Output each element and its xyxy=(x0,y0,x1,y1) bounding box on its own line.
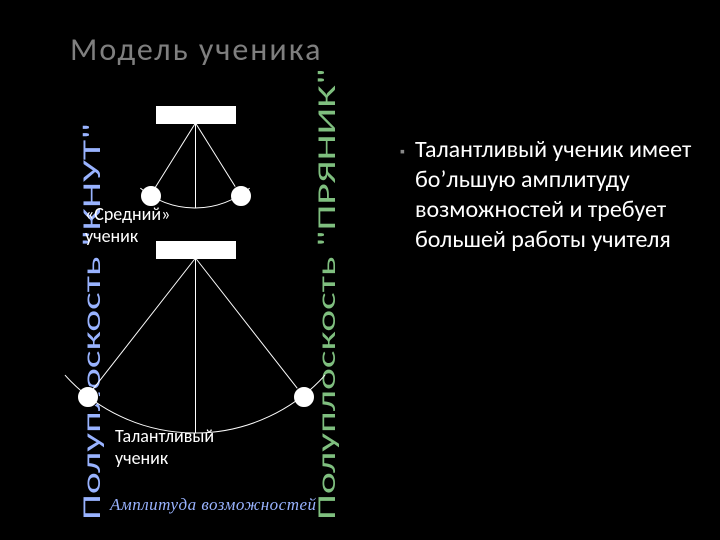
talented-pendulum-label: Талантливый ученик xyxy=(115,425,245,469)
slide: Модель ученика Талантливый ученик имеет … xyxy=(0,0,720,540)
body-paragraph: Талантливый ученик имеет бо’льшую амплит… xyxy=(415,135,700,255)
amplitude-label: Амплитуда возможностей xyxy=(110,495,317,515)
slide-title: Модель ученика xyxy=(70,30,322,69)
body-text: Талантливый ученик имеет бо’льшую амплит… xyxy=(400,135,700,255)
pendulum-diagram: Полуплоскость "КНУТ"Полуплоскость "ПРЯНИ… xyxy=(60,100,380,520)
bullet-item: Талантливый ученик имеет бо’льшую амплит… xyxy=(400,135,700,255)
